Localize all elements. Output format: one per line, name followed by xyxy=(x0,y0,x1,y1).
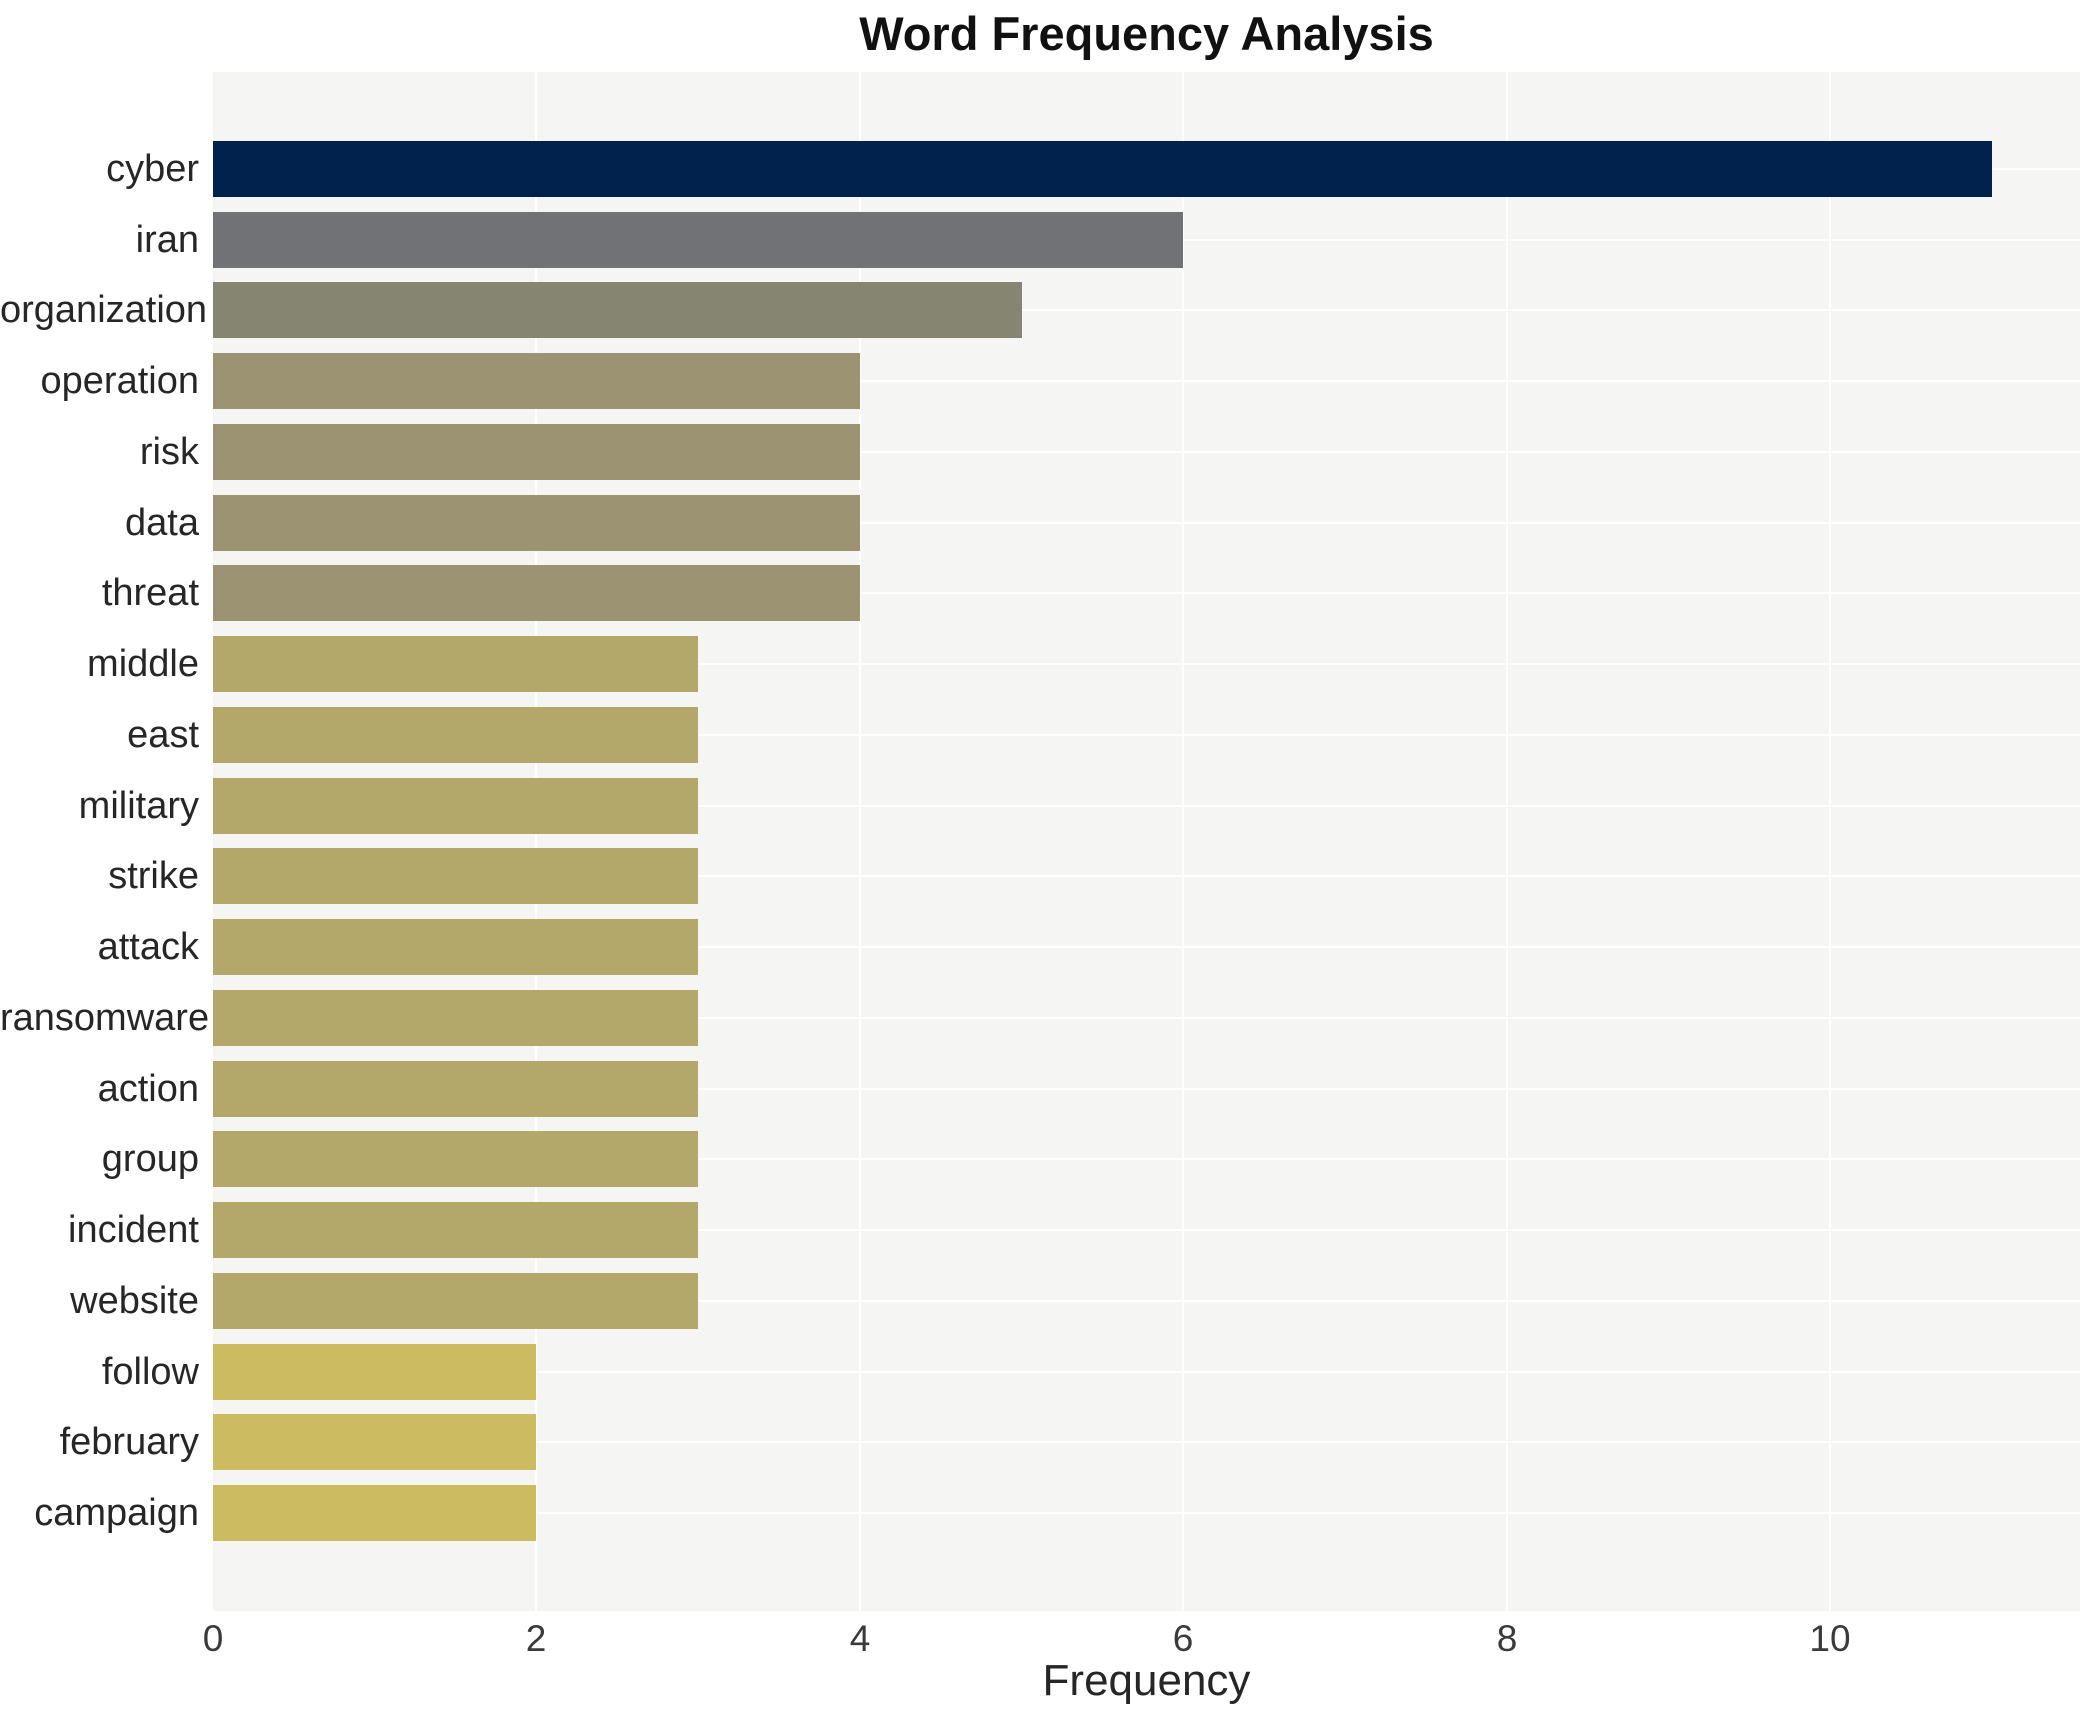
bar-campaign xyxy=(213,1485,536,1541)
gridline-row-attack xyxy=(213,946,2080,948)
y-label-group: group xyxy=(101,1138,199,1180)
bar-group xyxy=(213,1131,698,1187)
bar-ransomware xyxy=(213,990,698,1046)
y-label-cyber: cyber xyxy=(106,148,199,190)
bar-strike xyxy=(213,848,698,904)
y-label-organization: organization xyxy=(0,289,208,331)
x-axis-title: Frequency xyxy=(1042,1656,1251,1705)
y-label-risk: risk xyxy=(139,431,199,473)
gridline-row-ransomware xyxy=(213,1017,2080,1019)
gridline-x-6 xyxy=(1182,72,1184,1611)
y-label-strike: strike xyxy=(108,855,199,897)
x-tick-8: 8 xyxy=(1496,1618,1518,1659)
bar-action xyxy=(213,1061,698,1117)
bar-organization xyxy=(213,282,1022,338)
bar-east xyxy=(213,707,698,763)
bar-iran xyxy=(213,212,1183,268)
chart-title: Word Frequency Analysis xyxy=(859,7,1434,60)
gridline-row-strike xyxy=(213,875,2080,877)
bar-website xyxy=(213,1273,698,1329)
gridline-x-10 xyxy=(1829,72,1831,1611)
gridline-x-4 xyxy=(859,72,861,1611)
gridline-row-campaign xyxy=(213,1512,2080,1514)
x-tick-0: 0 xyxy=(202,1618,224,1659)
y-label-follow: follow xyxy=(101,1351,199,1393)
bar-military xyxy=(213,778,698,834)
bar-cyber xyxy=(213,141,1992,197)
x-tick-10: 10 xyxy=(1809,1618,1851,1659)
gridline-row-east xyxy=(213,734,2080,736)
y-label-february: february xyxy=(59,1421,199,1463)
x-tick-4: 4 xyxy=(849,1618,871,1659)
gridline-row-military xyxy=(213,805,2080,807)
bar-data xyxy=(213,495,860,551)
gridline-row-risk xyxy=(213,451,2080,453)
y-label-ransomware: ransomware xyxy=(0,997,210,1039)
gridline-row-organization xyxy=(213,309,2080,311)
y-label-campaign: campaign xyxy=(34,1492,199,1534)
bar-attack xyxy=(213,919,698,975)
bar-february xyxy=(213,1414,536,1470)
bar-threat xyxy=(213,565,860,621)
gridline-row-middle xyxy=(213,663,2080,665)
gridline-row-group xyxy=(213,1158,2080,1160)
gridline-row-february xyxy=(213,1441,2080,1443)
gridline-row-follow xyxy=(213,1371,2080,1373)
plot-panel xyxy=(213,72,2080,1611)
y-label-attack: attack xyxy=(97,926,199,968)
y-label-operation: operation xyxy=(40,360,199,402)
gridline-row-website xyxy=(213,1300,2080,1302)
x-tick-2: 2 xyxy=(525,1618,547,1659)
y-label-incident: incident xyxy=(68,1209,199,1251)
gridline-x-8 xyxy=(1506,72,1508,1611)
bar-follow xyxy=(213,1344,536,1400)
gridline-row-operation xyxy=(213,380,2080,382)
y-label-military: military xyxy=(78,785,199,827)
gridline-row-data xyxy=(213,522,2080,524)
gridline-row-action xyxy=(213,1088,2080,1090)
gridline-row-threat xyxy=(213,592,2080,594)
y-label-website: website xyxy=(70,1280,199,1322)
x-tick-6: 6 xyxy=(1172,1618,1194,1659)
y-label-middle: middle xyxy=(87,643,199,685)
y-label-threat: threat xyxy=(101,572,199,614)
gridline-x-2 xyxy=(535,72,537,1611)
bar-operation xyxy=(213,353,860,409)
y-label-iran: iran xyxy=(135,219,199,261)
y-label-east: east xyxy=(127,714,199,756)
bar-middle xyxy=(213,636,698,692)
bar-risk xyxy=(213,424,860,480)
gridline-row-incident xyxy=(213,1229,2080,1231)
bar-incident xyxy=(213,1202,698,1258)
y-label-data: data xyxy=(125,502,199,544)
y-label-action: action xyxy=(97,1068,199,1110)
